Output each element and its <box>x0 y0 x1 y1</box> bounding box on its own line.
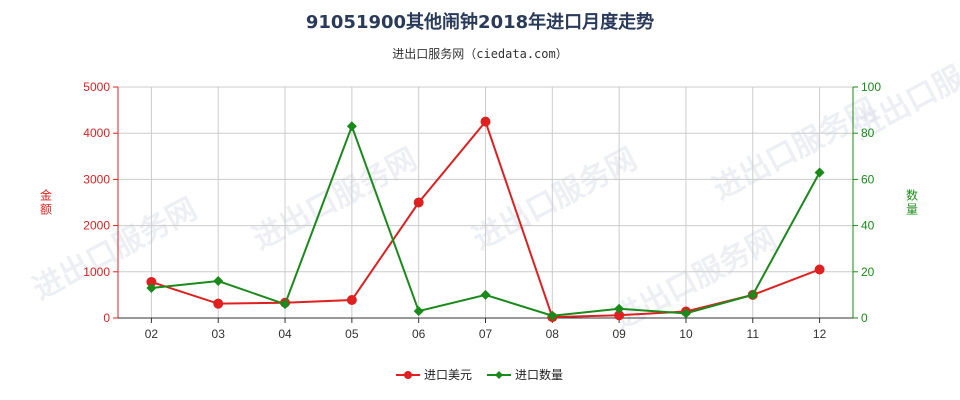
left-axis-tick-label: 2000 <box>83 219 110 233</box>
data-point-2 <box>547 310 558 321</box>
watermark-text: 进出口服务网 <box>607 222 782 337</box>
right-axis-tick-label: 40 <box>861 219 875 233</box>
data-point-1 <box>413 197 424 208</box>
left-axis-title-char: 金 <box>40 188 52 203</box>
data-point-1 <box>146 276 157 287</box>
x-axis-tick-label: 08 <box>546 327 560 341</box>
left-axis-tick-label: 4000 <box>83 126 110 140</box>
right-axis-title-char: 量 <box>906 203 918 217</box>
chart-subtitle: 进出口服务网（ciedata.com） <box>392 47 568 61</box>
right-axis-title-char: 数 <box>906 188 918 203</box>
x-axis-tick-label: 03 <box>212 327 226 341</box>
data-point-2 <box>346 121 357 132</box>
data-point-1 <box>480 116 491 127</box>
axes: 0 1000 2000 3000 4000 5000 0 20 40 60 80 100 02 03 04 0… <box>40 80 918 341</box>
watermark-text: 进出口服务网 <box>467 142 642 257</box>
x-axis-tick-label: 06 <box>412 327 426 341</box>
data-point-1 <box>614 310 625 321</box>
data-point-2 <box>213 276 224 287</box>
data-point-2 <box>747 289 758 300</box>
left-axis-tick-label: 3000 <box>83 172 110 186</box>
series-layer <box>146 116 825 323</box>
left-axis-tick-label: 5000 <box>83 80 110 94</box>
right-axis-tick-label: 0 <box>861 311 868 325</box>
right-axis-tick-label: 100 <box>861 80 881 94</box>
left-axis-title-char: 额 <box>40 203 52 217</box>
data-point-2 <box>814 167 825 178</box>
x-axis-tick-label: 02 <box>145 327 159 341</box>
data-point-1 <box>346 294 357 305</box>
data-point-2 <box>680 308 691 319</box>
data-point-2 <box>614 303 625 314</box>
legend: 进口美元 进口数量 <box>396 367 563 382</box>
data-point-1 <box>213 298 224 309</box>
legend-label: 进口美元 <box>424 368 472 382</box>
data-point-2 <box>480 289 491 300</box>
x-axis-tick-label: 12 <box>813 327 827 341</box>
left-axis-title: 金额 <box>40 188 52 217</box>
x-axis-tick-label: 04 <box>278 327 292 341</box>
left-axis-tick-label: 1000 <box>83 265 110 279</box>
right-axis-tick-label: 60 <box>861 172 875 186</box>
right-axis-tick-label: 20 <box>861 265 875 279</box>
x-axis-tick-label: 10 <box>679 327 693 341</box>
chart-title: 91051900其他闹钟2018年进口月度走势 <box>305 12 655 33</box>
left-axis-tick-label: 0 <box>103 311 110 325</box>
watermark-text: 进出口服务网 <box>247 142 422 257</box>
watermark-text: 进出口服务网 <box>707 92 882 207</box>
data-point-2 <box>413 306 424 317</box>
x-axis-tick-label: 05 <box>345 327 359 341</box>
data-point-1 <box>814 264 825 275</box>
legend-swatch-marker <box>495 371 503 379</box>
right-axis-title: 数量 <box>906 188 918 217</box>
data-point-2 <box>146 282 157 293</box>
right-axis-tick-label: 80 <box>861 126 875 140</box>
x-axis-tick-label: 09 <box>612 327 626 341</box>
legend-label: 进口数量 <box>515 367 563 382</box>
legend-swatch-marker <box>404 371 412 379</box>
data-point-2 <box>280 299 291 310</box>
x-axis-tick-label: 07 <box>479 327 493 341</box>
x-axis-tick-label: 11 <box>747 327 760 341</box>
